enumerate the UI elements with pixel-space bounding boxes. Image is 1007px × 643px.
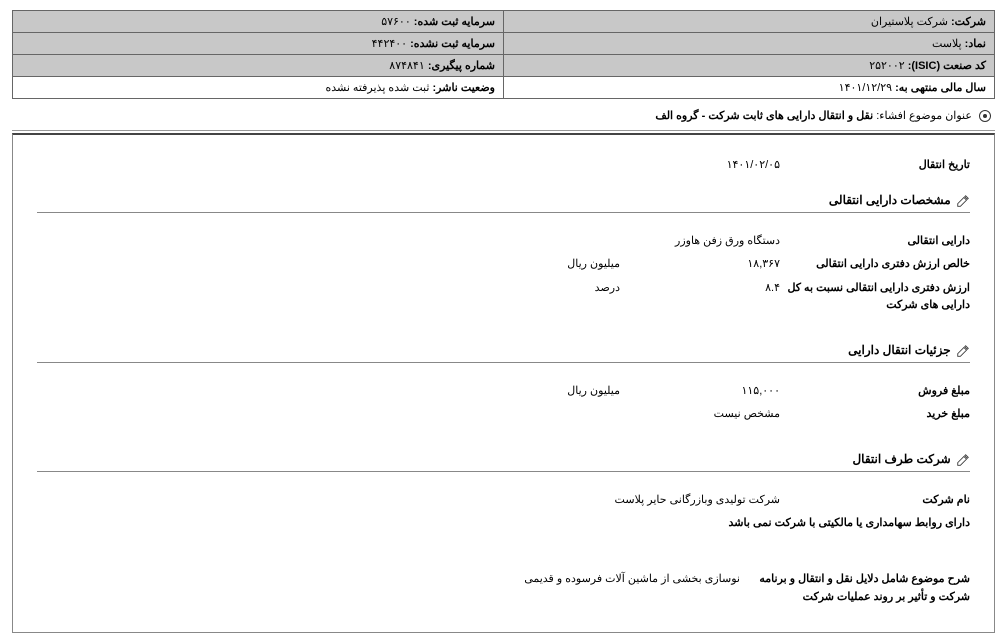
section-asset-detail-title: جزئیات انتقال دارایی — [848, 343, 951, 357]
symbol-value: پلاست — [932, 38, 962, 50]
ratio-unit: درصد — [595, 280, 620, 298]
isic-label: کد صنعت (ISIC): — [908, 60, 986, 72]
fiscal-year-value: ۱۴۰۱/۱۲/۲۹ — [839, 82, 892, 94]
book-value-value: ۱۸,۳۶۷ — [620, 256, 780, 274]
ratio-label: ارزش دفتری دارایی انتقالی نسبت به کل دار… — [780, 280, 970, 315]
transfer-date-label: تاریخ انتقال — [780, 157, 970, 175]
company-value: شرکت پلاستیران — [871, 16, 948, 28]
publisher-status-value: ثبت شده پذیرفته نشده — [325, 82, 429, 94]
purchase-label: مبلغ خرید — [780, 406, 970, 424]
edit-icon — [956, 344, 970, 358]
unreg-capital-label: سرمایه ثبت نشده: — [410, 38, 495, 50]
section-counterparty: شرکت طرف انتقال — [37, 446, 970, 472]
asset-value: دستگاه ورق زفن هاوزر — [620, 233, 780, 251]
reg-capital-value: ۵۷۶۰۰ — [381, 16, 411, 28]
edit-icon — [956, 194, 970, 208]
tracking-label: شماره پیگیری: — [428, 60, 495, 72]
sale-value: ۱۱۵,۰۰۰ — [620, 383, 780, 401]
publisher-status-label: وضعیت ناشر: — [433, 82, 496, 94]
section-asset-detail: جزئیات انتقال دارایی — [37, 337, 970, 363]
reg-capital-label: سرمایه ثبت شده: — [414, 16, 495, 28]
asset-label: دارایی انتقالی — [780, 233, 970, 251]
description-value: نوسازی بخشی از ماشین آلات فرسوده و قدیمی — [524, 571, 740, 589]
section-asset-spec: مشخصات دارایی انتقالی — [37, 187, 970, 213]
counterparty-name-label: نام شرکت — [780, 492, 970, 510]
section-counterparty-title: شرکت طرف انتقال — [852, 452, 950, 466]
tracking-value: ۸۷۴۸۴۱ — [389, 60, 424, 72]
isic-value: ۲۵۲۰۰۲ — [869, 60, 904, 72]
sale-label: مبلغ فروش — [780, 383, 970, 401]
unreg-capital-value: ۴۴۲۴۰۰ — [372, 38, 407, 50]
section-asset-spec-title: مشخصات دارایی انتقالی — [829, 193, 951, 207]
purchase-value: مشخص نیست — [620, 406, 780, 424]
edit-icon — [956, 453, 970, 467]
transfer-date-value: ۱۴۰۱/۰۲/۰۵ — [620, 157, 780, 175]
company-label: شرکت: — [951, 16, 986, 28]
fiscal-year-label: سال مالی منتهی به: — [895, 82, 986, 94]
transfer-date-row: تاریخ انتقال ۱۴۰۱/۰۲/۰۵ — [37, 157, 970, 175]
book-value-unit: میلیون ریال — [567, 256, 620, 274]
sale-unit: میلیون ریال — [567, 383, 620, 401]
content-panel: تاریخ انتقال ۱۴۰۱/۰۲/۰۵ مشخصات دارایی ان… — [12, 133, 995, 633]
counterparty-relation-label: دارای روابط سهامداری یا مالکیتی با شرکت … — [710, 515, 970, 533]
disclosure-value: نقل و انتقال دارایی های ثابت شرکت - گروه… — [655, 110, 873, 122]
book-value-label: خالص ارزش دفتری دارایی انتقالی — [780, 256, 970, 274]
target-icon — [979, 110, 991, 122]
disclosure-label: عنوان موضوع افشاء: — [876, 110, 972, 122]
ratio-value: ۸.۴ — [620, 280, 780, 298]
disclosure-row: عنوان موضوع افشاء: نقل و انتقال دارایی ه… — [12, 103, 995, 131]
description-label: شرح موضوع شامل دلایل نقل و انتقال و برنا… — [740, 571, 970, 606]
symbol-label: نماد: — [965, 38, 986, 50]
counterparty-name-value: شرکت تولیدی وبازرگانی حایر پلاست — [615, 492, 780, 510]
header-table: شرکت: شرکت پلاستیران سرمایه ثبت شده: ۵۷۶… — [12, 10, 995, 99]
